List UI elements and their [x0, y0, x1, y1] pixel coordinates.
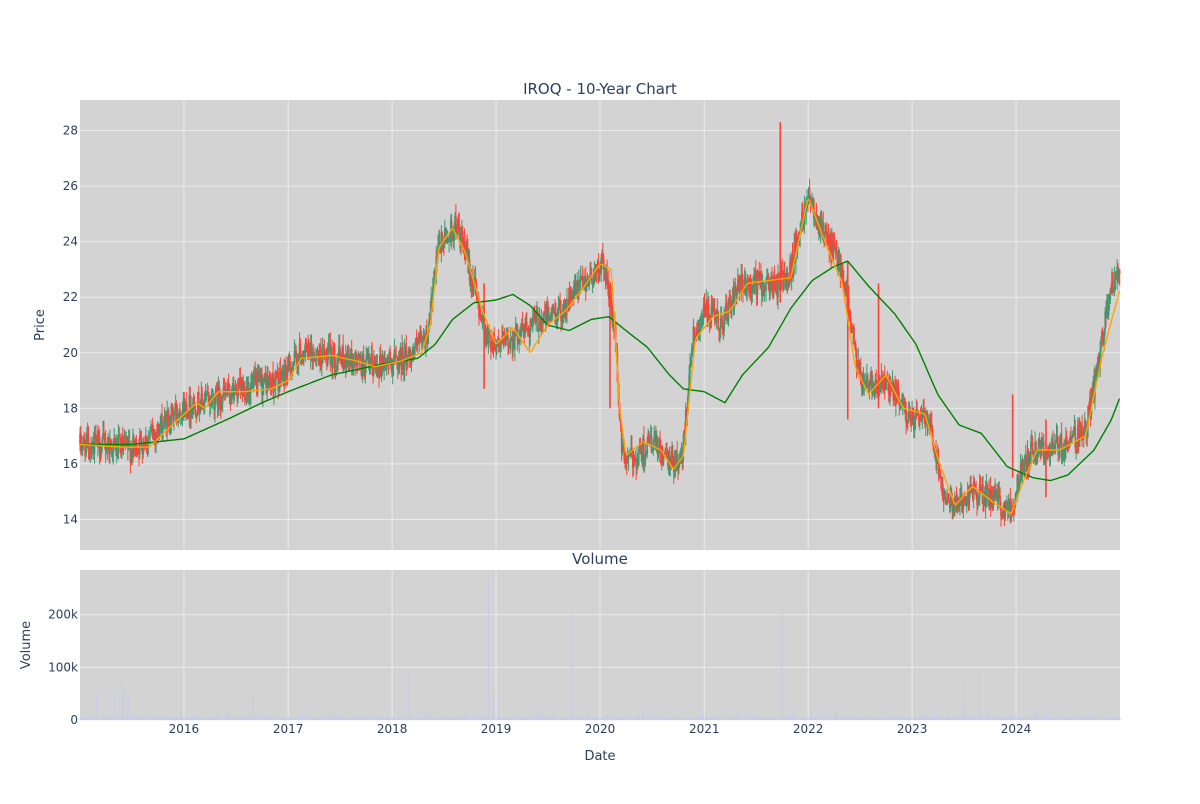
candle-body	[980, 484, 982, 487]
candle-body	[1100, 341, 1102, 352]
candle-body	[757, 278, 759, 295]
candle-body	[1071, 438, 1073, 441]
candle-body	[234, 394, 236, 396]
candle-body	[974, 482, 976, 485]
candle-body	[386, 365, 388, 370]
candle-body	[507, 335, 509, 345]
candle-body	[809, 188, 811, 195]
candle-body	[774, 275, 776, 280]
candle-body	[638, 453, 640, 465]
candle-body	[726, 303, 728, 316]
candle-body	[321, 363, 323, 367]
candle-body	[1119, 271, 1121, 274]
candle-body	[517, 324, 519, 340]
candle-body	[649, 437, 651, 443]
candle-body	[332, 357, 334, 368]
candle-body	[856, 349, 858, 367]
candle-body	[717, 311, 719, 329]
candle-body	[855, 344, 857, 349]
candle-body	[850, 317, 852, 323]
candle-body	[88, 436, 90, 449]
candle-body	[867, 375, 869, 386]
candle-body	[1112, 272, 1114, 287]
candle-body	[206, 396, 208, 397]
candle-body	[853, 327, 855, 343]
candle	[717, 310, 719, 330]
